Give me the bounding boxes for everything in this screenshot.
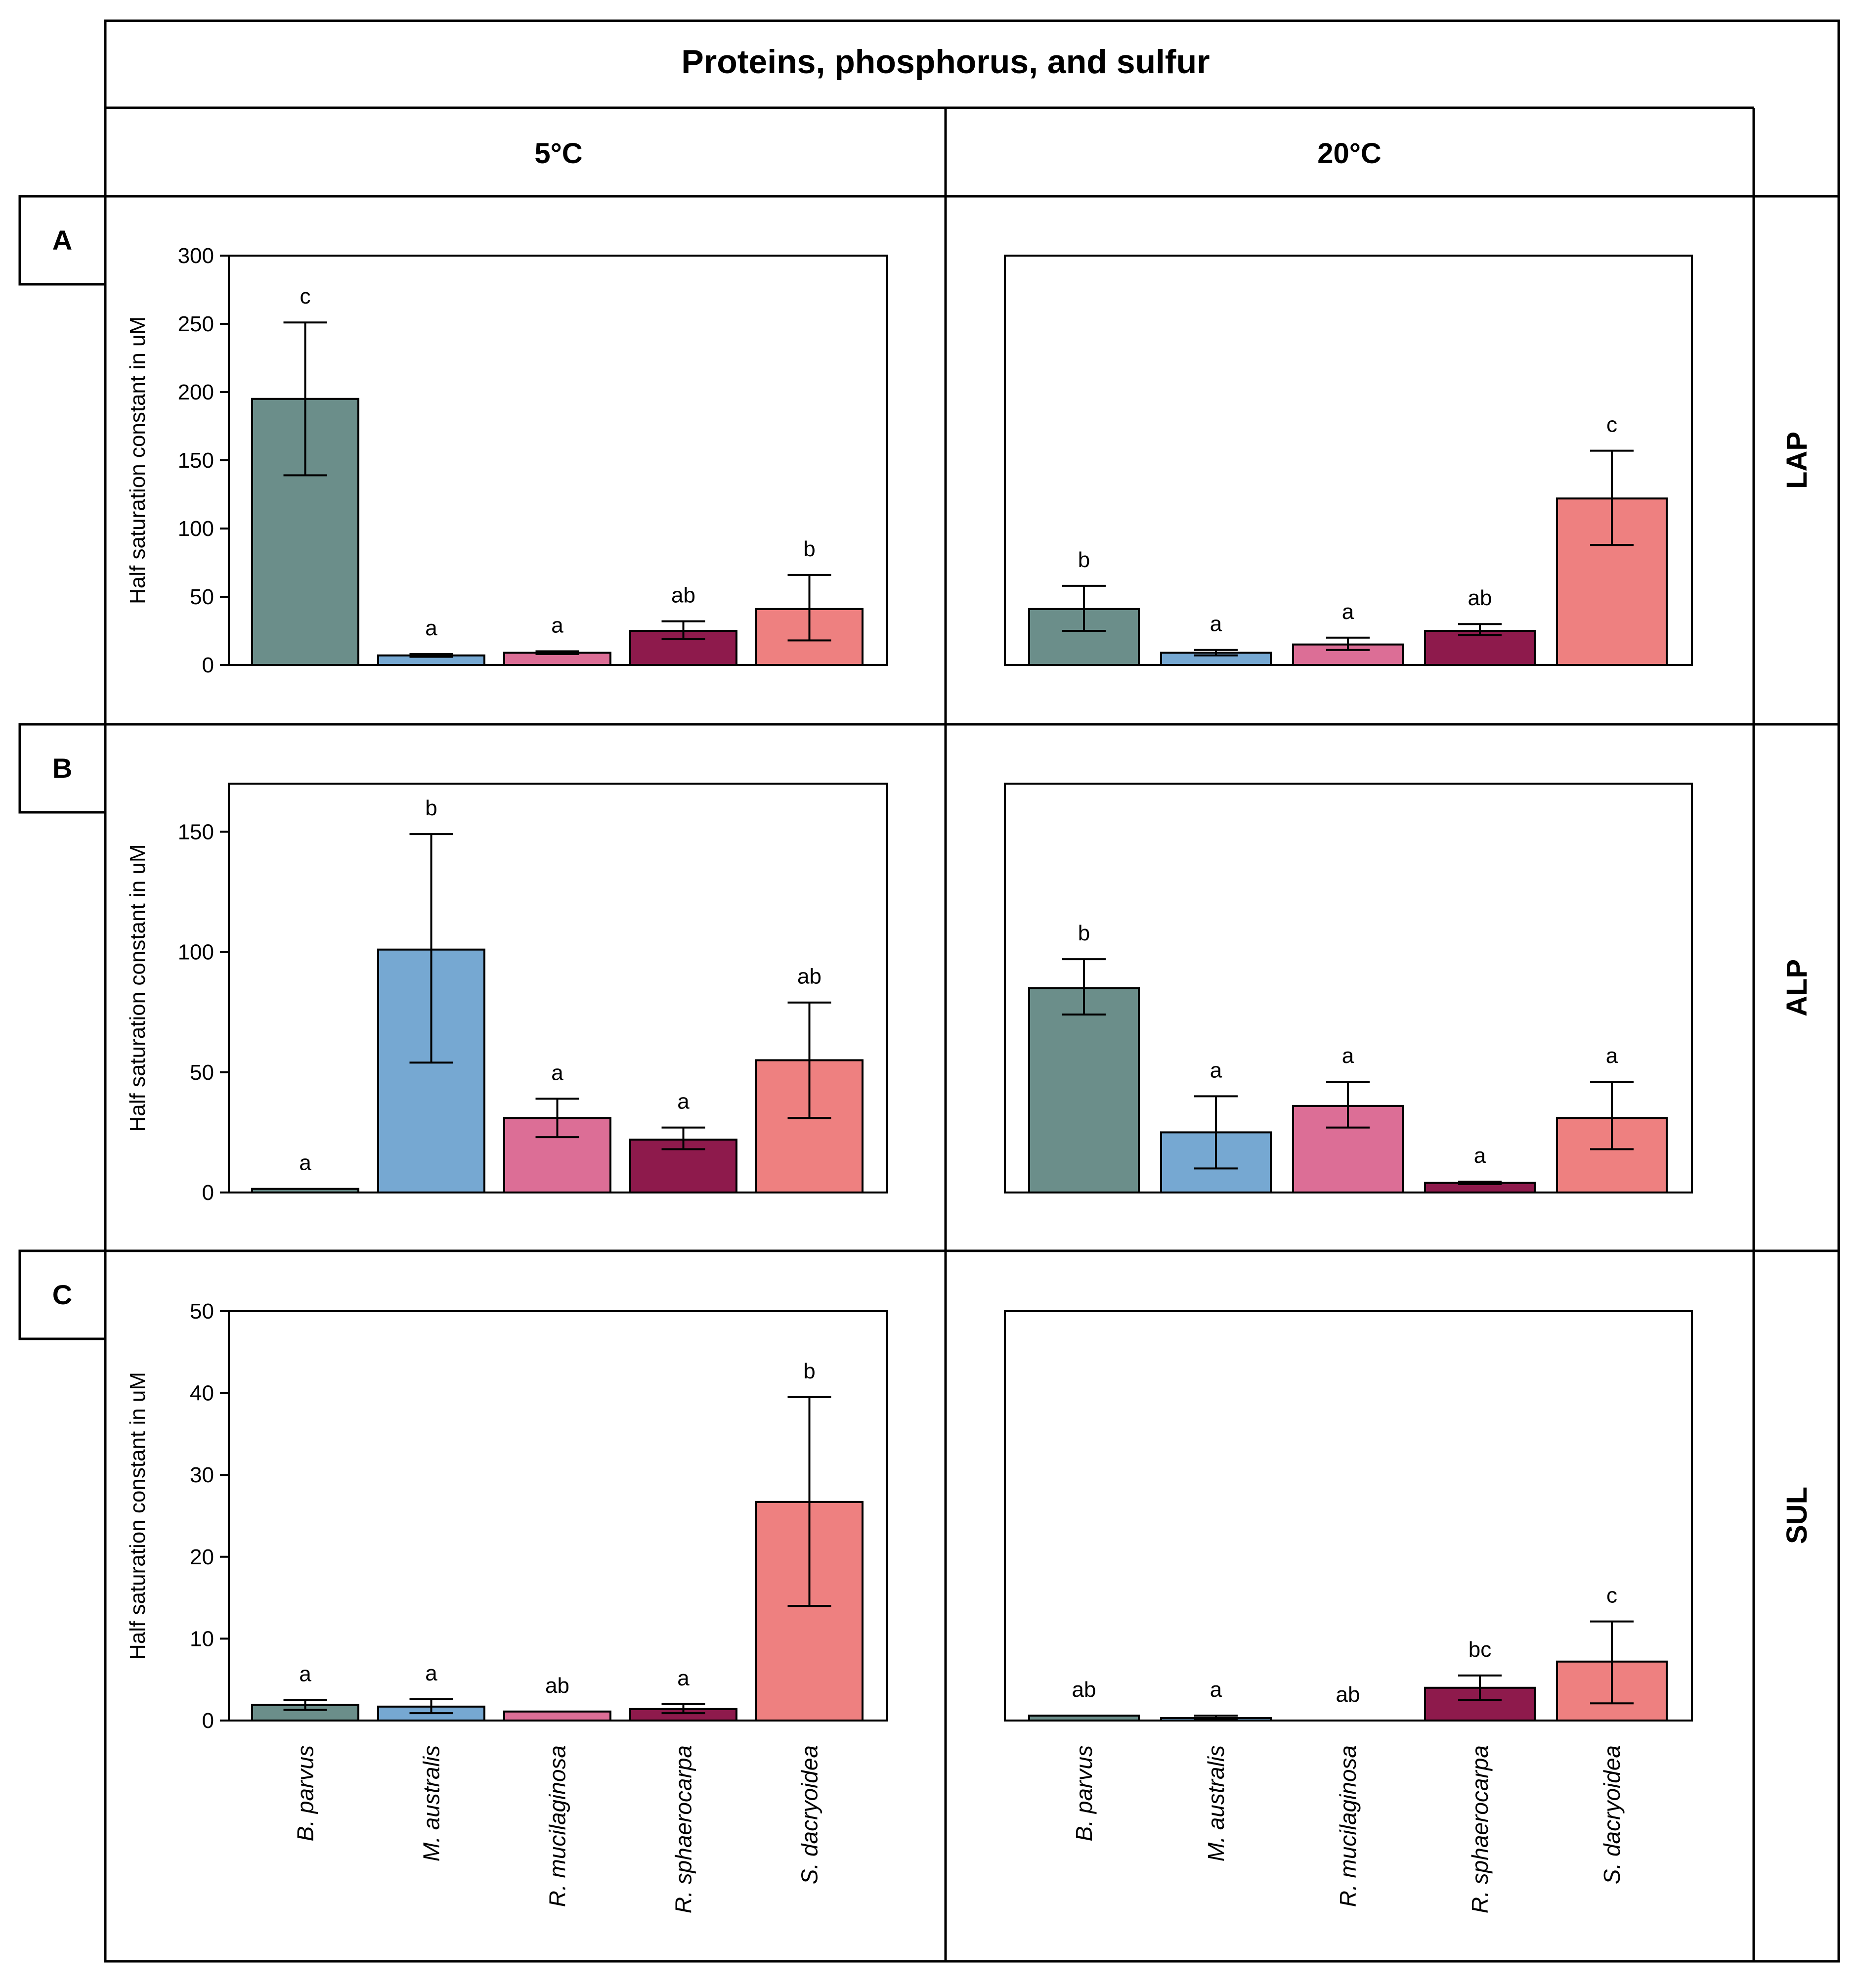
y-tick-label: 0 [202,653,214,677]
significance-letter: ab [1336,1682,1360,1707]
bar [755,1059,864,1193]
species-label: M. australis [1203,1745,1229,1861]
chart-panel-b-20c: b a a a a [1004,783,1693,1194]
species-label: R. mucilaginosa [1335,1745,1361,1907]
row-label-alp: ALP [1781,959,1813,1016]
significance-letter: a [551,613,563,637]
species-label: M. australis [419,1745,444,1861]
bar [1424,630,1536,666]
y-tick-label: 40 [190,1381,214,1406]
panel-letter-c: C [52,1279,72,1310]
chart-panel-c-20c: ab a ab bc c [1004,1310,1693,1722]
significance-letter: b [425,796,437,820]
species-labels-5c: B. parvus M. australis R. mucilaginosa R. s… [293,1745,822,1913]
chart-panel-a-20c: b a a ab c [1004,255,1693,666]
significance-letter: a [425,616,437,640]
panel-letter-b-box: B [18,723,107,814]
bar [1028,1715,1140,1722]
species-label: R. sphaerocarpa [671,1745,696,1913]
species-label: R. sphaerocarpa [1467,1745,1493,1913]
figure-title: Proteins, phosphorus, and sulfur [681,43,1210,81]
significance-letter: a [677,1090,690,1114]
column-header-5c: 5°C [534,137,582,170]
significance-letter: a [1210,612,1222,636]
significance-letter: a [299,1662,311,1686]
y-tick-label: 30 [190,1463,214,1487]
significance-letter: ab [671,583,695,608]
chart-panel-a-5c: 0 50 100 150 200 250 300 Half saturation consta… [126,244,888,677]
significance-letter: c [1606,1584,1617,1608]
significance-letter: b [1078,548,1090,572]
significance-letter: a [1606,1044,1618,1068]
y-tick-label: 0 [202,1709,214,1733]
y-axis-label: Half saturation constant in uM [126,844,150,1132]
bar [503,1710,611,1722]
panel-letter-c-box: C [18,1249,107,1340]
significance-letter: a [677,1666,690,1690]
significance-letter: a [425,1661,437,1685]
significance-letter: c [300,284,311,309]
panel-letter-a-box: A [18,195,107,286]
y-tick-label: 150 [178,820,214,844]
significance-letter: a [551,1060,563,1085]
y-tick-label: 50 [190,1299,214,1324]
significance-letter: a [1474,1144,1486,1168]
species-label: S. dacryoidea [1599,1745,1625,1884]
row-label-lap: LAP [1781,432,1813,489]
outer-border [104,19,1840,1963]
significance-letter: bc [1469,1637,1491,1662]
significance-letter: ab [1468,586,1492,610]
y-tick-label: 300 [178,244,214,268]
column-header-20c: 20°C [1317,137,1382,170]
species-label: S. dacryoidea [797,1745,822,1884]
significance-letter: ab [797,965,821,989]
y-tick-label: 50 [190,1060,214,1085]
panel-letter-b: B [52,752,72,784]
significance-letter: b [803,537,815,561]
y-axis-label: Half saturation constant in uM [126,316,150,604]
significance-letter: a [1210,1678,1222,1702]
plot-frame [1004,1310,1693,1722]
species-label: B. parvus [1071,1745,1097,1841]
chart-panel-b-5c: 0 50 100 150 Half saturation constant in uM a… [126,783,888,1205]
y-tick-label: 250 [178,312,214,336]
y-tick-label: 150 [178,448,214,473]
significance-letter: ab [1072,1678,1096,1702]
y-tick-label: 20 [190,1545,214,1569]
species-labels-20c: B. parvus M. australis R. mucilaginosa R. s… [1071,1745,1625,1913]
species-label: B. parvus [293,1745,318,1841]
significance-letter: a [1210,1058,1222,1082]
y-tick-label: 10 [190,1627,214,1651]
significance-letter: b [1078,921,1090,945]
y-tick-label: 50 [190,585,214,609]
species-label: R. mucilaginosa [545,1745,570,1907]
significance-letter: a [1342,600,1354,624]
chart-panel-c-5c: 0 10 20 30 40 50 Half saturation constant in u… [126,1299,888,1733]
y-axis-label: Half saturation constant in uM [126,1372,150,1660]
bar [251,1188,359,1193]
row-label-sul: SUL [1781,1487,1813,1544]
significance-letter: a [1342,1044,1354,1068]
bar [1028,987,1140,1193]
y-tick-label: 100 [178,517,214,541]
significance-letter: c [1606,413,1617,437]
significance-letter: ab [545,1674,569,1698]
y-tick-label: 100 [178,940,214,965]
significance-letter: a [299,1151,311,1175]
y-tick-label: 0 [202,1181,214,1205]
figure-frame [104,19,1840,1963]
panel-letter-a: A [52,224,72,256]
y-tick-label: 200 [178,380,214,404]
significance-letter: b [803,1359,815,1383]
